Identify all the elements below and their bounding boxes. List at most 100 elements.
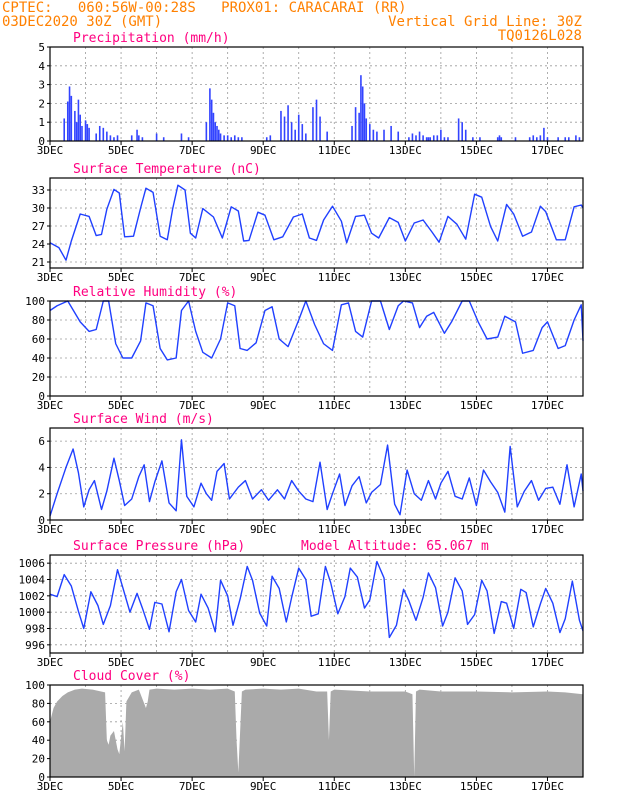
x-tick-label: 7DEC [179, 144, 206, 157]
precip-bar [354, 107, 357, 141]
precip-bar [113, 137, 115, 141]
precip-bar [326, 131, 328, 141]
precip-bar [578, 137, 581, 141]
precip-bar [575, 135, 577, 141]
y-tick-label: 100 [25, 679, 45, 692]
precip-bar [301, 124, 304, 141]
precip-bar [241, 137, 243, 141]
precip-bar [543, 127, 545, 141]
precip-bar [210, 99, 213, 141]
plot-frame [49, 46, 584, 142]
precip-bar [351, 125, 353, 141]
y-tick-label: 4 [38, 60, 45, 73]
precip-bar [383, 129, 385, 141]
precip-bar [297, 114, 300, 141]
x-tick-label: 3DEC [37, 656, 64, 669]
precip-bar [217, 129, 220, 141]
precip-bar [305, 133, 307, 141]
y-tick-label: 80 [32, 697, 45, 710]
x-tick-label: 3DEC [37, 399, 64, 412]
y-tick-label: 21 [32, 256, 45, 269]
precip-bar [358, 112, 360, 141]
precip-bar [457, 118, 460, 141]
x-tick-label: 7DEC [179, 399, 206, 412]
precip-bar [360, 75, 362, 141]
x-tick-label: 9DEC [250, 271, 277, 284]
x-tick-label: 9DEC [250, 523, 277, 536]
precip-bar [496, 137, 499, 141]
precip-bar [369, 124, 371, 141]
x-tick-label: 7DEC [179, 271, 206, 284]
x-tick-label: 17DEC [531, 780, 564, 793]
cloud-title: Cloud Cover (%) [73, 669, 190, 684]
precip-bar [361, 86, 364, 141]
precip-bar [141, 137, 144, 141]
precip-bar [155, 133, 158, 141]
precip-bar [269, 135, 272, 141]
precip-bar [464, 129, 467, 141]
x-tick-label: 13DEC [389, 656, 422, 669]
x-tick-label: 5DEC [108, 144, 135, 157]
y-tick-label: 3 [38, 79, 45, 92]
x-tick-label: 15DEC [460, 780, 493, 793]
precip-bar [432, 135, 435, 141]
x-tick-label: 3DEC [37, 271, 64, 284]
precip-bar [472, 137, 474, 141]
x-tick-label: 5DEC [108, 399, 135, 412]
y-tick-label: 60 [32, 716, 45, 729]
precip-bar [312, 107, 314, 141]
y-tick-label: 20 [32, 753, 45, 766]
precip-bar [233, 135, 236, 141]
pres-title: Surface Pressure (hPa) [73, 539, 245, 554]
y-tick-label: 2 [38, 488, 45, 501]
temp-title: Surface Temperature (nC) [73, 162, 261, 177]
y-tick-label: 100 [25, 295, 45, 308]
y-tick-label: 1000 [19, 606, 46, 619]
header: CPTEC: 060:56W-00:28S PROX01: CARACARAI … [0, 0, 618, 46]
precip-bar [102, 127, 105, 141]
plot-frame [49, 684, 584, 778]
precip-bar [567, 137, 570, 141]
y-tick-label: 1004 [19, 574, 46, 587]
y-tick-label: 20 [32, 371, 45, 384]
plot-frame [49, 554, 584, 654]
precip-bar [514, 137, 517, 141]
x-tick-label: 3DEC [37, 523, 64, 536]
precip-bar [280, 110, 282, 141]
y-tick-label: 27 [32, 220, 45, 233]
y-tick-label: 40 [32, 734, 45, 747]
x-tick-label: 17DEC [531, 271, 564, 284]
y-tick-label: 0 [38, 135, 45, 148]
y-tick-label: 1 [38, 116, 45, 129]
precip-bar [365, 118, 368, 141]
precip-bar [74, 110, 76, 141]
x-tick-label: 13DEC [389, 780, 422, 793]
precip-bar [138, 135, 140, 141]
precip-bar [564, 137, 567, 141]
header-station-line: CPTEC: 060:56W-00:28S PROX01: CARACARAI … [2, 0, 407, 16]
x-tick-label: 17DEC [531, 144, 564, 157]
precip-bar [109, 135, 112, 141]
precip-bar [86, 124, 89, 141]
x-tick-label: 13DEC [389, 271, 422, 284]
precip-bar [237, 137, 240, 141]
precip-bar [79, 114, 81, 141]
precip-bar [415, 135, 417, 141]
precip-bar [363, 103, 366, 141]
x-tick-label: 15DEC [460, 523, 493, 536]
precip-bar [216, 125, 218, 141]
precip-bar [546, 137, 549, 141]
plot-frame [49, 427, 584, 521]
precip-bar [479, 137, 481, 141]
precip-bar [376, 131, 378, 141]
precip-bar [98, 125, 101, 141]
y-tick-label: 5 [38, 41, 45, 54]
header-model-id: TQ0126L028 [497, 28, 582, 44]
x-tick-label: 5DEC [108, 523, 135, 536]
temp-series-line [49, 184, 584, 261]
precip-bar [443, 137, 446, 141]
precip-bar [106, 131, 108, 141]
precip-bar [70, 95, 73, 141]
precip-bar [81, 125, 83, 141]
y-tick-label: 996 [25, 639, 45, 652]
